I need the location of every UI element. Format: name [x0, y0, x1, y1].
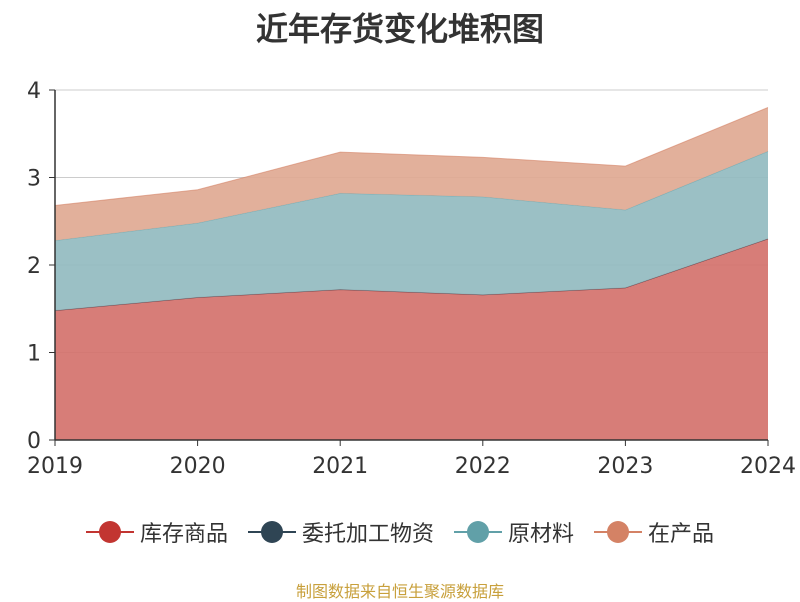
- legend-label: 委托加工物资: [301, 522, 434, 547]
- legend-item-yuancailiao[interactable]: 原材料: [454, 516, 574, 548]
- x-tick-label: 2020: [170, 454, 226, 479]
- legend-label: 在产品: [648, 522, 715, 547]
- legend-item-zaichanpin[interactable]: 在产品: [594, 516, 714, 548]
- y-tick-label: 2: [27, 254, 41, 279]
- chart-title: 近年存货变化堆积图: [255, 10, 544, 48]
- y-tick-label: 3: [27, 167, 41, 192]
- legend-label: 库存商品: [139, 522, 228, 547]
- legend-marker-icon: [594, 521, 643, 543]
- legend-marker-icon: [85, 521, 134, 543]
- y-tick-label: 4: [27, 79, 41, 104]
- axes: 0 1 2 3 4 2019 2020 2021 2022 2023 2024: [27, 79, 796, 479]
- source-note: 制图数据来自恒生聚源数据库: [295, 582, 504, 601]
- y-tick-label: 1: [27, 342, 41, 367]
- x-tick-label: 2024: [740, 454, 796, 479]
- legend-label: 原材料: [508, 522, 575, 547]
- legend: 库存商品 委托加工物资 原材料 在产品: [0, 516, 800, 548]
- legend-item-weituo[interactable]: 委托加工物资: [247, 516, 434, 548]
- x-tick-label: 2023: [597, 454, 653, 479]
- legend-item-kucun[interactable]: 库存商品: [85, 516, 228, 548]
- series-line-3: [54, 107, 769, 206]
- area-series-3: [55, 107, 768, 241]
- area-series-2: [55, 151, 768, 311]
- x-tick-label: 2022: [455, 454, 511, 479]
- legend-marker-icon: [454, 521, 502, 543]
- y-tick-label: 0: [27, 429, 41, 454]
- x-tick-label: 2021: [312, 454, 368, 479]
- area-series: [54, 107, 769, 440]
- area-series-0: [55, 238, 768, 440]
- x-tick-label: 2019: [27, 454, 83, 479]
- legend-marker-icon: [247, 521, 296, 543]
